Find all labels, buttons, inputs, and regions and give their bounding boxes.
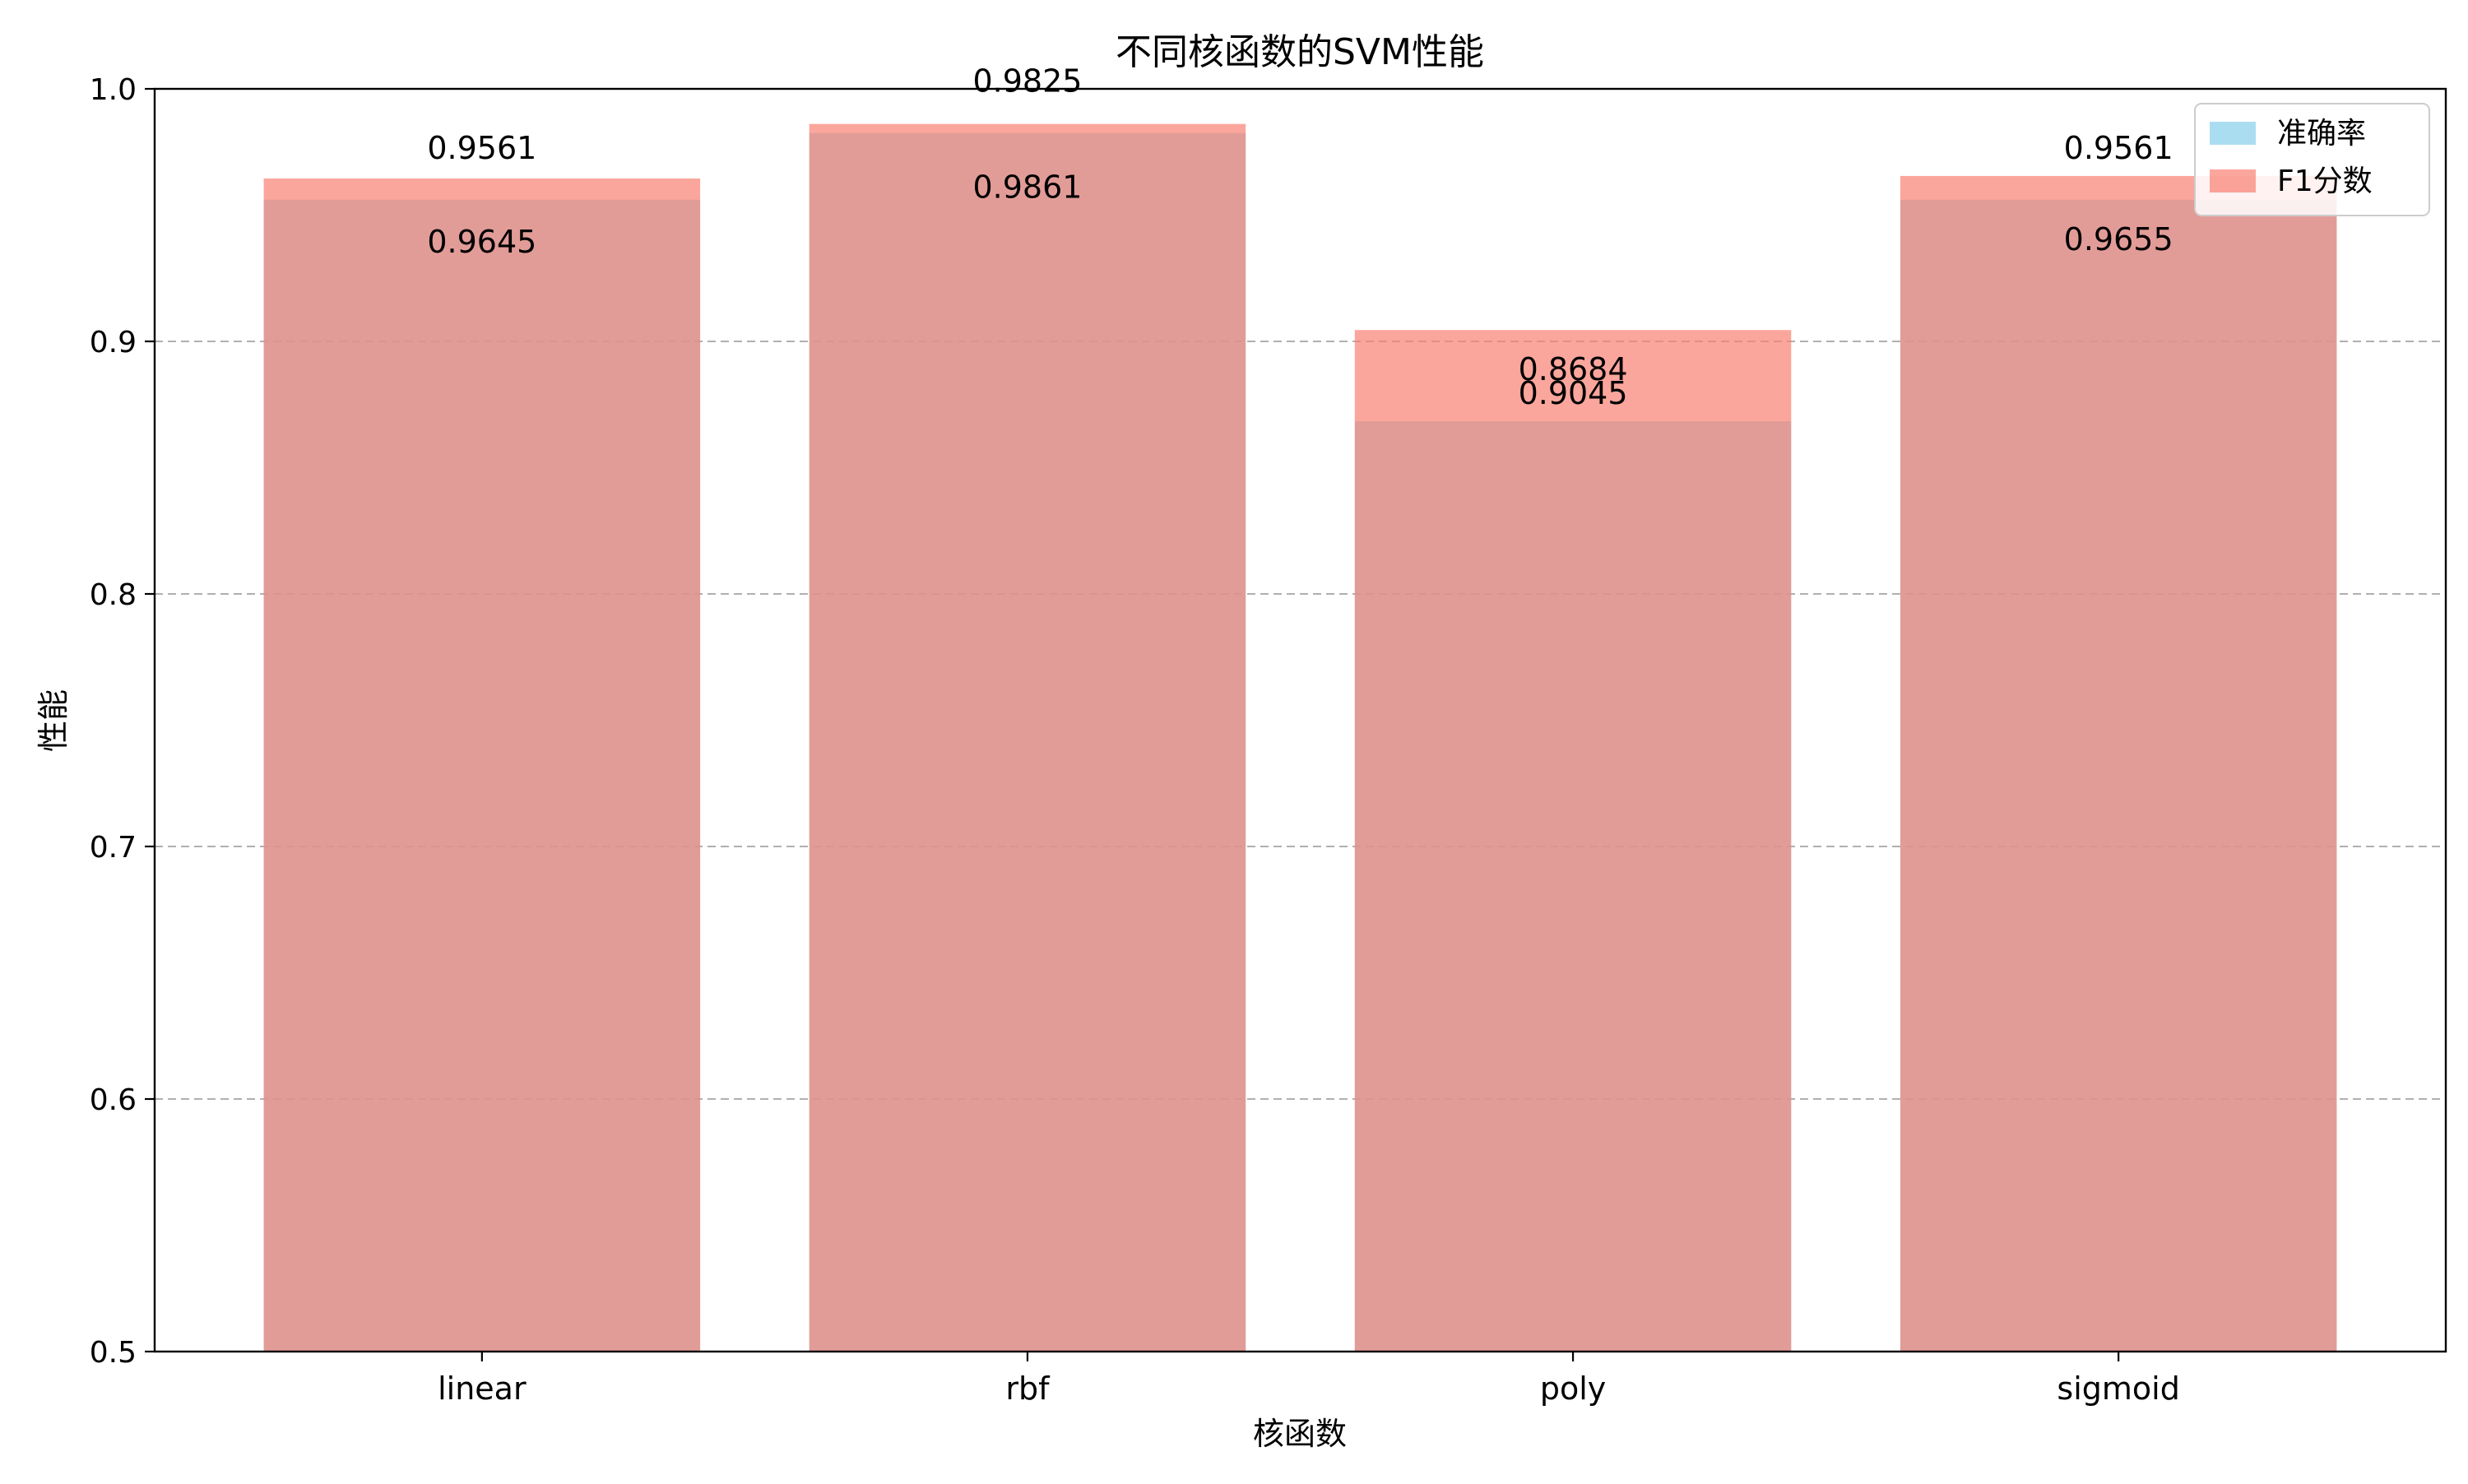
chart-title: 不同核函数的SVM性能	[1116, 31, 1484, 73]
x-tick-label-rbf: rbf	[1005, 1370, 1051, 1407]
data-label-f1-rbf: 0.9861	[972, 169, 1082, 206]
legend: 准确率 F1分数	[2194, 103, 2430, 216]
data-label-accuracy-poly: 0.8684	[1519, 351, 1628, 387]
legend-swatch-f1	[2210, 169, 2256, 192]
plot-frame	[153, 87, 2447, 1353]
bar-f1-rbf	[809, 123, 1246, 1352]
legend-swatch-accuracy	[2210, 122, 2256, 145]
y-tick-label: 1.0	[90, 73, 137, 107]
data-label-accuracy-linear: 0.9561	[427, 130, 536, 166]
data-label-accuracy-sigmoid: 0.9561	[2064, 130, 2173, 166]
data-label-f1-sigmoid: 0.9655	[2064, 221, 2173, 257]
y-axis-label: 性能	[35, 689, 72, 752]
data-label-f1-poly: 0.9045	[1519, 375, 1628, 411]
x-tick-label-linear: linear	[438, 1370, 527, 1407]
y-tick-label: 0.9	[90, 326, 137, 359]
bar-f1-poly	[1354, 330, 1792, 1352]
y-tick-label: 0.5	[90, 1336, 137, 1370]
data-labels: 0.9561 0.9825 0.8684 0.9561 0.9645 0.9861 0.90…	[427, 63, 2173, 411]
legend-label-f1: F1分数	[2277, 165, 2373, 198]
x-tick-label-poly: poly	[1540, 1370, 1606, 1407]
x-axis-label: 核函数	[1253, 1416, 1347, 1452]
y-axis: 0.5 0.6 0.7 0.8 0.9 1.0	[90, 73, 155, 1370]
x-axis: linear rbf poly sigmoid	[438, 1352, 2180, 1407]
data-label-f1-linear: 0.9645	[427, 224, 536, 260]
y-tick-label: 0.8	[90, 578, 137, 612]
data-label-accuracy-rbf: 0.9825	[972, 63, 1082, 100]
bar-f1-sigmoid	[1900, 175, 2337, 1352]
x-tick-label-sigmoid: sigmoid	[2057, 1370, 2179, 1407]
bar-f1-linear	[263, 178, 701, 1352]
bars	[263, 123, 2337, 1352]
y-tick-label: 0.6	[90, 1083, 137, 1117]
legend-label-accuracy: 准确率	[2277, 117, 2366, 151]
y-tick-label: 0.7	[90, 831, 137, 865]
